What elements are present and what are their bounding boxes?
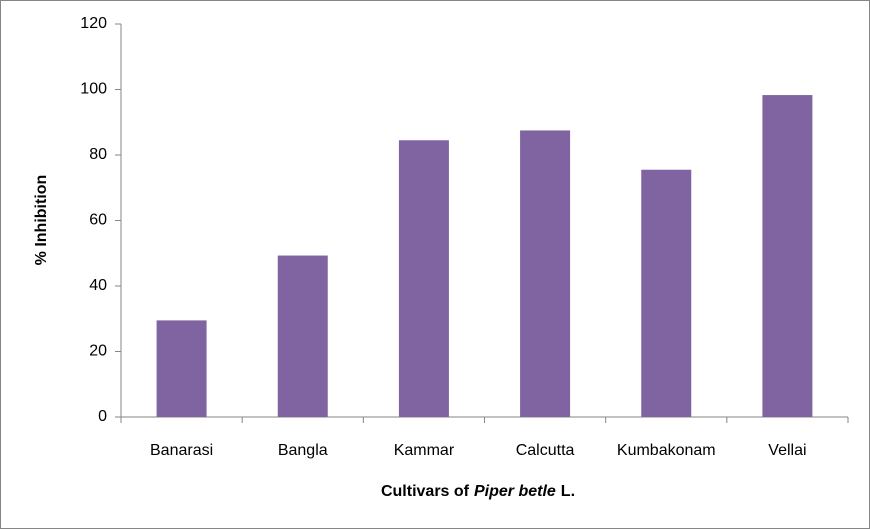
x-tick-label: Bangla <box>278 442 328 459</box>
x-axis-title: Cultivars of Piper betle L. <box>381 483 575 500</box>
bar <box>641 169 692 417</box>
y-tick-label: 0 <box>98 408 107 425</box>
y-tick-label: 40 <box>89 277 107 294</box>
bar <box>762 95 813 417</box>
y-tick-label: 100 <box>80 81 107 98</box>
x-axis-title-part: Cultivars of <box>381 483 470 500</box>
y-tick-label: 20 <box>89 343 107 360</box>
bar <box>277 255 328 417</box>
y-tick-label: 120 <box>80 15 107 32</box>
x-axis-title-italic: Piper betle <box>474 483 556 500</box>
y-axis-title: % Inhibition <box>33 175 50 266</box>
y-tick-label: 80 <box>89 146 107 163</box>
bar <box>398 140 449 417</box>
bar <box>156 320 207 417</box>
x-tick-label: Kumbakonam <box>617 442 716 459</box>
x-axis-title-part: L. <box>561 483 575 500</box>
bar <box>520 130 571 417</box>
x-tick-label: Kammar <box>394 442 455 459</box>
x-tick-label: Banarasi <box>150 442 213 459</box>
x-tick-label: Vellai <box>768 442 806 459</box>
x-tick-label: Calcutta <box>516 442 575 459</box>
y-tick-label: 60 <box>89 212 107 229</box>
